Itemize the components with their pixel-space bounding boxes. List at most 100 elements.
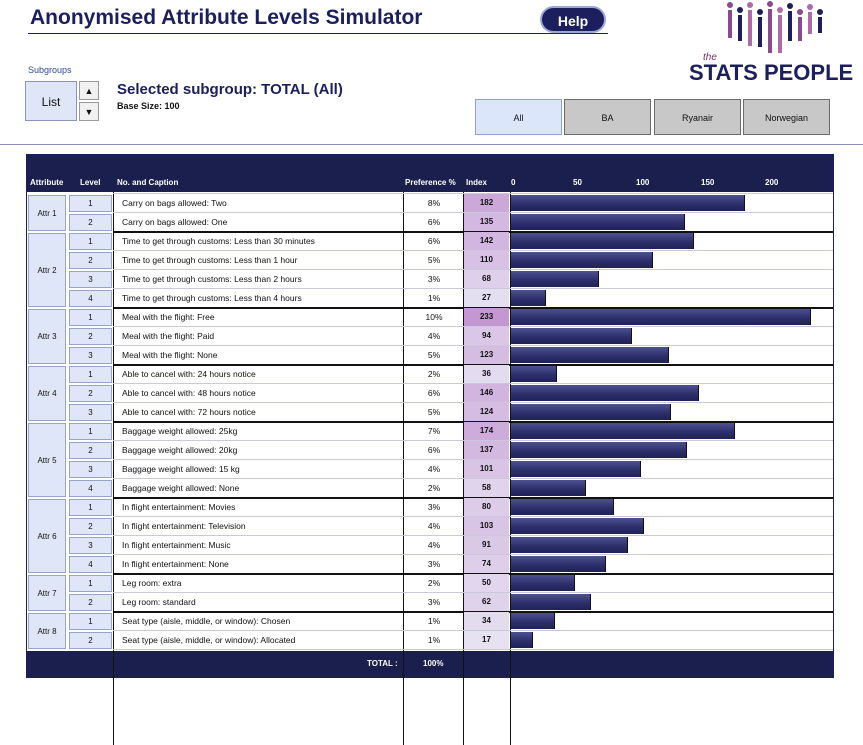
preference-cell: 6% (427, 445, 441, 455)
level-cell: 1 (69, 366, 112, 383)
caption-cell: Carry on bags allowed: One (122, 217, 228, 227)
axis-tick-100: 100 (636, 178, 650, 187)
caption-cell: Seat type (aisle, middle, or window): Ch… (122, 616, 291, 626)
caption-cell: Able to cancel with: 72 hours notice (122, 407, 256, 417)
index-cell: 174 (464, 422, 509, 440)
row-divider (113, 592, 833, 593)
index-cell: 34 (464, 612, 509, 630)
caption-cell: Time to get through customs: Less than 4… (122, 293, 302, 303)
subgroup-list-box[interactable]: List (25, 81, 77, 121)
level-cell: 1 (69, 195, 112, 212)
preference-cell: 1% (427, 616, 441, 626)
preference-cell: 1% (427, 293, 441, 303)
caption-cell: Carry on bags allowed: Two (122, 198, 227, 208)
level-cell: 2 (69, 442, 112, 459)
footer-total-label: TOTAL : (367, 659, 398, 668)
row-divider (113, 459, 833, 460)
header-preference: Preference % (405, 178, 456, 187)
preference-cell: 8% (427, 198, 441, 208)
logo-text: STATS PEOPLE (689, 60, 854, 85)
header-index: Index (466, 178, 487, 187)
index-cell: 110 (464, 251, 509, 269)
down-arrow-icon: ▼ (84, 107, 94, 117)
preference-cell: 4% (427, 521, 441, 531)
index-bar (511, 518, 644, 534)
row-divider (113, 649, 833, 650)
index-bar (511, 575, 575, 591)
index-bar (511, 594, 591, 610)
index-bar (511, 214, 685, 230)
tab-all[interactable]: All (475, 99, 562, 135)
up-arrow-icon: ▲ (84, 86, 94, 96)
caption-cell: Time to get through customs: Less than 3… (122, 236, 315, 246)
index-bar (511, 309, 811, 325)
row-divider (113, 193, 833, 194)
help-button[interactable]: Help (540, 6, 606, 33)
preference-cell: 1% (427, 635, 441, 645)
index-bar (511, 632, 533, 648)
app-title: Anonymised Attribute Levels Simulator (30, 6, 423, 29)
level-cell: 2 (69, 214, 112, 231)
attribute-cell: Attr 2 (28, 233, 66, 307)
index-bar (511, 442, 687, 458)
base-size-text: Base Size: 100 (117, 101, 180, 111)
level-cell: 2 (69, 594, 112, 611)
caption-cell: Baggage weight allowed: 25kg (122, 426, 238, 436)
index-bar (511, 328, 632, 344)
index-cell: 50 (464, 574, 509, 592)
level-cell: 1 (69, 233, 112, 250)
level-cell: 1 (69, 423, 112, 440)
level-cell: 2 (69, 385, 112, 402)
header-level: Level (80, 178, 101, 187)
row-divider (113, 383, 833, 384)
axis-tick-150: 150 (701, 178, 715, 187)
index-cell: 91 (464, 536, 509, 554)
row-divider (113, 250, 833, 251)
level-cell: 3 (69, 461, 112, 478)
tab-ryanair[interactable]: Ryanair (654, 99, 741, 135)
caption-cell: Leg room: extra (122, 578, 182, 588)
spin-down-button[interactable]: ▼ (79, 102, 99, 121)
caption-cell: Baggage weight allowed: 20kg (122, 445, 238, 455)
preference-cell: 4% (427, 464, 441, 474)
preference-cell: 4% (427, 331, 441, 341)
index-cell: 182 (464, 194, 509, 212)
tab-norwegian[interactable]: Norwegian (743, 99, 830, 135)
index-cell: 58 (464, 479, 509, 497)
preference-cell: 2% (427, 483, 441, 493)
caption-cell: In flight entertainment: Television (122, 521, 246, 531)
index-cell: 94 (464, 327, 509, 345)
level-cell: 3 (69, 271, 112, 288)
index-cell: 124 (464, 403, 509, 421)
preference-cell: 6% (427, 217, 441, 227)
preference-cell: 6% (427, 236, 441, 246)
attribute-cell: Attr 7 (28, 575, 66, 611)
table-footer-band (27, 651, 833, 677)
row-divider (113, 478, 833, 479)
caption-cell: Baggage weight allowed: 15 kg (122, 464, 240, 474)
preference-cell: 3% (427, 597, 441, 607)
index-cell: 68 (464, 270, 509, 288)
index-bar (511, 271, 599, 287)
level-cell: 4 (69, 480, 112, 497)
selected-subgroup-text: Selected subgroup: TOTAL (All) (117, 81, 343, 98)
preference-cell: 7% (427, 426, 441, 436)
caption-cell: Able to cancel with: 48 hours notice (122, 388, 256, 398)
tab-ba[interactable]: BA (564, 99, 651, 135)
index-bar (511, 613, 555, 629)
row-divider (113, 345, 833, 346)
level-cell: 1 (69, 499, 112, 516)
index-cell: 17 (464, 631, 509, 649)
caption-cell: Time to get through customs: Less than 2… (122, 274, 302, 284)
index-bar (511, 499, 614, 515)
index-cell: 123 (464, 346, 509, 364)
row-divider (113, 554, 833, 555)
index-bar (511, 537, 628, 553)
index-cell: 146 (464, 384, 509, 402)
index-bar (511, 556, 606, 572)
row-divider (113, 535, 833, 536)
index-bar (511, 480, 586, 496)
spin-up-button[interactable]: ▲ (79, 81, 99, 100)
subgroups-label: Subgroups (28, 65, 72, 75)
preference-cell: 2% (427, 578, 441, 588)
